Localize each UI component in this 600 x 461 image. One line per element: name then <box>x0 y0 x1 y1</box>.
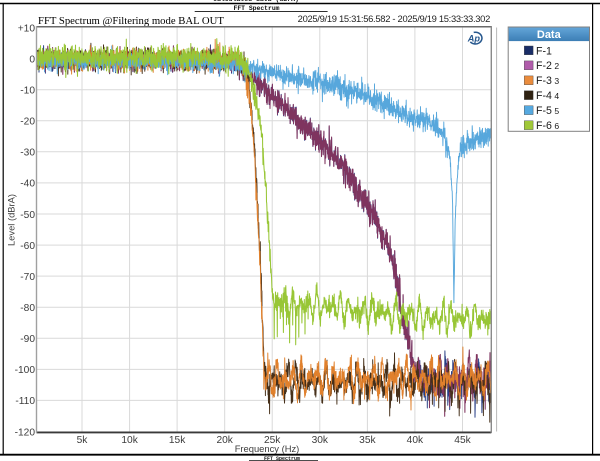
svg-text:25k: 25k <box>264 435 281 446</box>
svg-text:-100: -100 <box>15 365 36 376</box>
svg-text:Level (dBrA): Level (dBrA) <box>6 194 17 246</box>
svg-text:15k: 15k <box>169 435 186 446</box>
svg-text:-10: -10 <box>20 86 35 97</box>
svg-text:F-66: F-6 6 <box>536 120 559 132</box>
svg-text:-20: -20 <box>20 117 35 128</box>
svg-text:-120: -120 <box>15 427 36 438</box>
svg-text:-110: -110 <box>15 396 35 407</box>
svg-text:-30: -30 <box>20 148 35 159</box>
svg-text:Data: Data <box>537 29 562 41</box>
svg-text:F-55: F-5 5 <box>536 105 559 117</box>
svg-text:FFT Spectrum @Filtering mode B: FFT Spectrum @Filtering mode BAL OUT <box>38 15 224 27</box>
svg-text:FFT Spectrum: FFT Spectrum <box>264 456 300 461</box>
svg-text:F-44: F-4 4 <box>536 90 559 102</box>
svg-text:35k: 35k <box>359 435 376 446</box>
svg-text:-90: -90 <box>20 334 35 345</box>
svg-text:F-1: F-1 <box>536 45 552 57</box>
svg-text:2025/9/19 15:31:56.582 - 2025/: 2025/9/19 15:31:56.582 - 2025/9/19 15:33… <box>298 13 490 24</box>
svg-text:5k: 5k <box>77 435 89 446</box>
svg-text:-40: -40 <box>20 179 35 190</box>
svg-text:-60: -60 <box>20 241 35 252</box>
svg-text:F-22: F-2 2 <box>536 60 559 72</box>
svg-text:-70: -70 <box>20 272 35 283</box>
svg-text:45k: 45k <box>454 435 471 446</box>
svg-text:-50: -50 <box>20 210 35 221</box>
svg-text:40k: 40k <box>407 435 424 446</box>
svg-text:Frequency (Hz): Frequency (Hz) <box>235 443 300 454</box>
svg-text:F-33: F-3 3 <box>536 75 559 87</box>
svg-text:20k: 20k <box>216 435 233 446</box>
svg-text:-80: -80 <box>20 303 35 314</box>
svg-text:Calculated data (dBrA): Calculated data (dBrA) <box>213 0 299 3</box>
svg-text:10k: 10k <box>121 435 138 446</box>
svg-text:+10: +10 <box>18 23 36 34</box>
svg-text:30k: 30k <box>312 435 329 446</box>
svg-text:Ap: Ap <box>467 33 481 43</box>
svg-text:0: 0 <box>29 54 35 65</box>
svg-text:FFT Spectrum: FFT Spectrum <box>233 5 279 12</box>
